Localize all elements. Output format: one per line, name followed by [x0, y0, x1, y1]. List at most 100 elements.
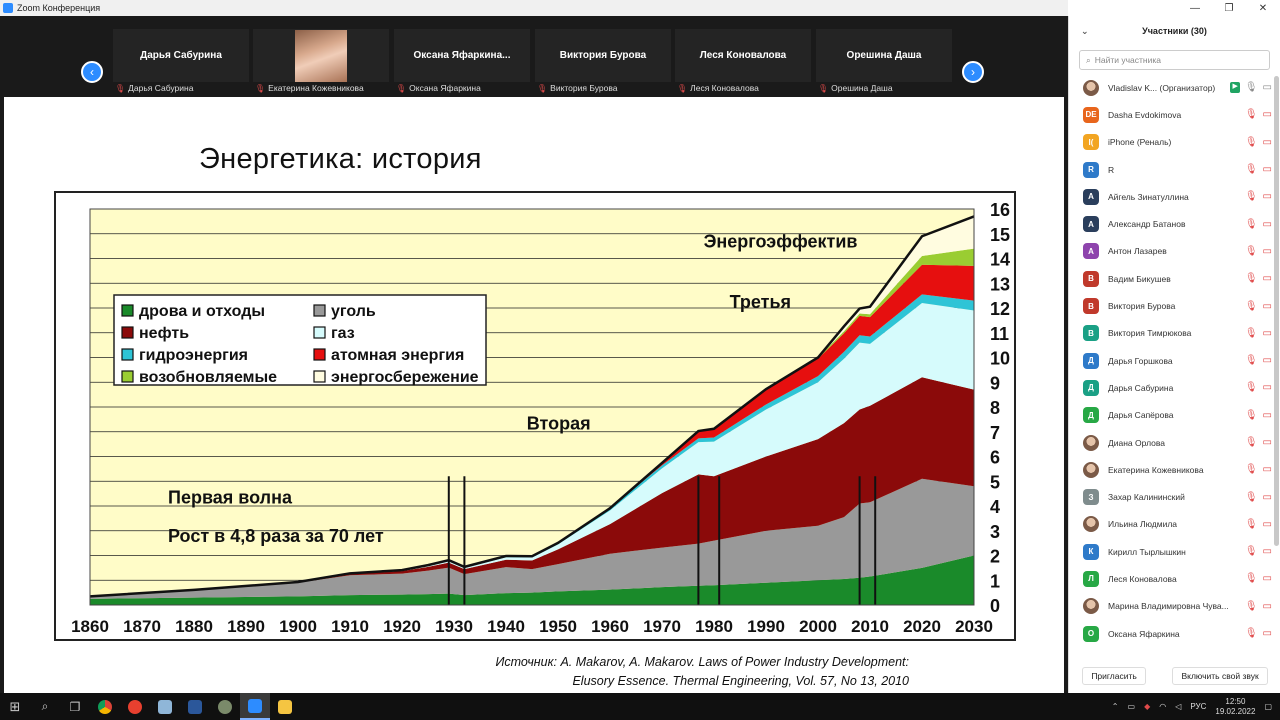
participant-name: Александр Батанов [1108, 219, 1186, 230]
x-tick-label: 1870 [123, 617, 161, 636]
participant-name: Ильина Людмила [1108, 519, 1178, 530]
muted-mic-icon: 🎙 [1244, 437, 1258, 448]
next-page-button[interactable]: › [962, 61, 984, 83]
participant-row[interactable]: З Захар Калининский 🎙 ▭ [1069, 483, 1274, 510]
folder-icon [278, 699, 292, 714]
participants-title: Участники (30) [1142, 26, 1207, 36]
legend-swatch [121, 370, 134, 383]
video-tile-5[interactable]: Леся Коновалова [675, 29, 811, 82]
video-tile-2[interactable] [253, 29, 389, 82]
word-taskbar-button[interactable] [180, 693, 210, 720]
video-tile-6[interactable]: Орешина Даша [816, 29, 952, 82]
avatar [1083, 79, 1099, 96]
participant-row[interactable]: Л Леся Коновалова 🎙 ▭ [1069, 565, 1274, 592]
participant-status: 🎙 ▭ [1245, 546, 1272, 557]
participant-row[interactable]: DE Dasha Evdokimova 🎙 ▭ [1069, 101, 1274, 128]
language-indicator[interactable]: РУС [1190, 702, 1207, 711]
tile-name: Оксана Яфаркина... [413, 50, 511, 61]
volume-icon[interactable]: ◁ [1175, 702, 1182, 711]
participant-list-scrollbar[interactable] [1274, 76, 1279, 546]
participant-row[interactable]: А Антон Лазарев 🎙 ▭ [1069, 238, 1274, 265]
window-titlebar: Zoom Конференция [0, 0, 1068, 16]
avatar [1083, 434, 1099, 451]
x-tick-label: 1940 [487, 617, 525, 636]
participant-row[interactable]: В Вадим Бикушев 🎙 ▭ [1069, 265, 1274, 292]
participant-status: 🎙 ▭ [1245, 328, 1272, 339]
participant-row[interactable]: О Оксана Яфаркина 🎙 ▭ [1069, 620, 1274, 647]
app-taskbar-button[interactable] [210, 693, 240, 720]
participant-status: 🎙 ▭ [1245, 191, 1272, 202]
participant-row[interactable]: В Виктория Бурова 🎙 ▭ [1069, 292, 1274, 319]
camera-off-icon: ▭ [1262, 300, 1272, 312]
participant-search-input[interactable]: ⌕ Найти участника [1079, 50, 1270, 70]
participant-status: 🎙 ▭ [1245, 519, 1272, 530]
start-button[interactable]: ⊞ [0, 693, 30, 720]
collapse-chevron-icon[interactable]: ⌄ [1081, 25, 1089, 36]
zoom-taskbar-button[interactable] [240, 693, 270, 720]
muted-mic-icon: 🎙 [1244, 409, 1258, 421]
search-button[interactable]: ⌕ [30, 693, 60, 720]
antivirus-icon[interactable]: ◆ [1144, 702, 1151, 711]
participant-row[interactable]: К Кирилл Тырлышкин 🎙 ▭ [1069, 538, 1274, 565]
participant-row[interactable]: Ильина Людмила 🎙 ▭ [1069, 511, 1274, 538]
legend-label: уголь [331, 303, 376, 320]
legend-box [113, 294, 487, 386]
participant-name: Айгель Зинатуллина [1108, 191, 1189, 202]
participant-row[interactable]: I(iPhone (Реналь) 🎙 ▭ [1069, 129, 1274, 156]
minimize-button[interactable]: — [1190, 2, 1200, 14]
muted-mic-icon: 🎙 [1244, 300, 1258, 312]
task-view-button[interactable]: ❐ [60, 693, 90, 720]
y-tick-label: 16 [990, 200, 1010, 220]
x-tick-label: 1880 [175, 617, 213, 636]
energy-history-chart: 0 1 2 3 4 5 6 7 8 9 10 11 12 13 14 15 16 1860 1870 1880 1890… [54, 191, 1016, 641]
participant-row[interactable]: Д Дарья Сапёрова 🎙 ▭ [1069, 402, 1274, 429]
participant-row[interactable]: А Александр Батанов 🎙 ▭ [1069, 210, 1274, 237]
participant-status: 🎙 ▭ [1245, 355, 1272, 366]
camera-off-icon: ▭ [1262, 382, 1272, 394]
source-line-2: Elusory Essence. Thermal Engineering, Vo… [572, 674, 909, 688]
clock[interactable]: 12:50 19.02.2022 [1215, 697, 1255, 717]
explorer-taskbar-button[interactable] [270, 693, 300, 720]
unmute-button[interactable]: Включить свой звук [1172, 667, 1268, 685]
muted-mic-icon: 🎙 [1244, 382, 1258, 394]
muted-mic-icon: 🎙 [1244, 273, 1258, 285]
x-tick-label: 1910 [331, 617, 369, 636]
participant-row[interactable]: Vladislav K... (Организатор) ▶ 🎙 ▭ [1069, 74, 1274, 101]
tile-caption-6: 🎙 Орешина Даша [818, 83, 893, 93]
participant-row[interactable]: Д Дарья Сабурина 🎙 ▭ [1069, 374, 1274, 401]
participant-row[interactable]: Марина Владимировна Чува... 🎙 ▭ [1069, 593, 1274, 620]
app-icon [218, 699, 232, 714]
tray-chevron-icon[interactable]: ⌃ [1111, 702, 1119, 711]
notepad-taskbar-button[interactable] [150, 693, 180, 720]
word-icon [188, 699, 202, 714]
participant-row[interactable]: Екатерина Кожевникова 🎙 ▭ [1069, 456, 1274, 483]
task-view-icon: ❐ [69, 699, 81, 714]
prev-page-button[interactable]: ‹ [81, 61, 103, 83]
video-tile-4[interactable]: Виктория Бурова [535, 29, 671, 82]
notifications-icon[interactable]: ▢ [1264, 702, 1272, 711]
invite-button[interactable]: Пригласить [1082, 667, 1146, 685]
tile-caption-1: 🎙 Дарья Сабурина [115, 83, 194, 93]
participant-row[interactable]: Д Дарья Горшкова 🎙 ▭ [1069, 347, 1274, 374]
participant-name: Dasha Evdokimova [1108, 109, 1182, 120]
y-tick-label: 8 [990, 398, 1000, 418]
video-tile-3[interactable]: Оксана Яфаркина... [394, 29, 530, 82]
participant-row[interactable]: R R 🎙 ▭ [1069, 156, 1274, 183]
participant-row[interactable]: В Виктория Тимрюкова 🎙 ▭ [1069, 320, 1274, 347]
participant-row[interactable]: Диана Орлова 🎙 ▭ [1069, 429, 1274, 456]
network-icon[interactable]: ▭ [1127, 702, 1136, 711]
windows-taskbar: ⊞ ⌕ ❐ ⌃ ▭ ◆ ◠ ◁ РУС 12:50 19.02.2022 ▢ [0, 693, 1280, 720]
participant-row[interactable]: А Айгель Зинатуллина 🎙 ▭ [1069, 183, 1274, 210]
maximize-button[interactable]: ❐ [1224, 2, 1234, 14]
yandex-taskbar-button[interactable] [120, 693, 150, 720]
avatar: А [1083, 216, 1099, 233]
video-tile-1[interactable]: Дарья Сабурина [113, 29, 249, 82]
close-button[interactable]: ✕ [1258, 2, 1268, 14]
camera-off-icon: ▭ [1262, 109, 1272, 121]
avatar: В [1083, 298, 1099, 315]
wifi-icon[interactable]: ◠ [1159, 702, 1167, 711]
x-tick-label: 1900 [279, 617, 317, 636]
participant-status: 🎙 ▭ [1245, 492, 1272, 503]
participant-name: Дарья Сабурина [1108, 382, 1174, 393]
chrome-taskbar-button[interactable] [90, 693, 120, 720]
